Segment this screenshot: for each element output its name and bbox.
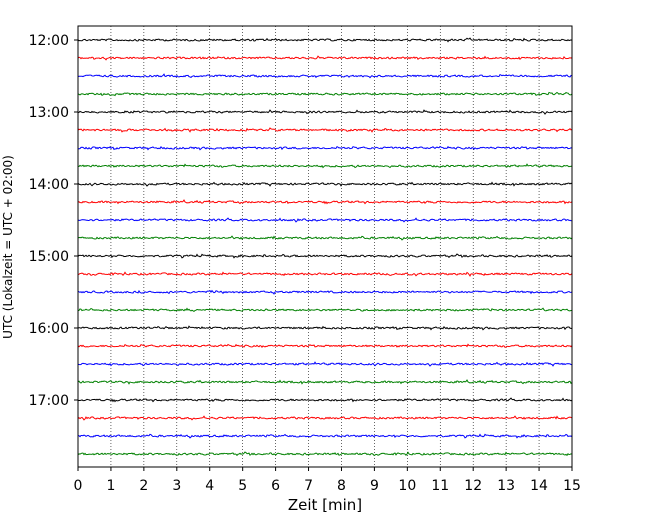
- trace-line: [77, 415, 573, 421]
- x-tick-label: 8: [337, 478, 346, 494]
- trace-line: [77, 325, 573, 331]
- y-tick-label: 17:00: [29, 393, 69, 409]
- x-tick-label: 7: [304, 478, 313, 494]
- trace-line: [77, 235, 573, 241]
- trace-line: [77, 181, 573, 187]
- trace-line: [77, 199, 573, 205]
- x-tick-label: 4: [205, 478, 214, 494]
- trace-line: [77, 289, 573, 295]
- trace-line: [77, 361, 573, 367]
- x-tick-label: 12: [464, 478, 482, 494]
- traces-group: [77, 37, 573, 457]
- y-axis-ticks: 12:00 13:00 14:00 15:00 16:00 17:00: [29, 33, 78, 409]
- y-tick-label: 15:00: [29, 249, 69, 265]
- trace-line: [77, 91, 573, 97]
- trace-line: [77, 271, 573, 277]
- x-tick-label: 6: [271, 478, 280, 494]
- trace-line: [77, 253, 573, 259]
- trace-line: [77, 433, 573, 439]
- trace-line: [77, 397, 573, 403]
- trace-line: [77, 379, 573, 385]
- trace-line: [77, 217, 573, 223]
- x-tick-label: 15: [563, 478, 581, 494]
- x-tick-label: 3: [172, 478, 181, 494]
- y-tick-label: 14:00: [29, 177, 69, 193]
- x-tick-label: 5: [238, 478, 247, 494]
- x-tick-label: 1: [106, 478, 115, 494]
- y-axis-label: UTC (Lokalzeit = UTC + 02:00): [1, 155, 15, 339]
- trace-line: [77, 109, 573, 115]
- x-tick-label: 9: [370, 478, 379, 494]
- x-tick-label: 11: [431, 478, 449, 494]
- x-axis-ticks: 0 1 2 3 4 5 6 7 8 9 10 11 12 13 14 15: [74, 467, 581, 494]
- trace-line: [77, 145, 573, 151]
- trace-line: [77, 73, 573, 79]
- trace-line: [77, 127, 573, 133]
- trace-line: [77, 343, 573, 348]
- trace-line: [77, 163, 573, 169]
- x-tick-label: 0: [74, 478, 83, 494]
- x-tick-label: 2: [139, 478, 148, 494]
- y-tick-label: 16:00: [29, 321, 69, 337]
- x-tick-label: 13: [497, 478, 515, 494]
- trace-line: [77, 451, 573, 457]
- trace-line: [77, 37, 573, 43]
- trace-line: [77, 307, 573, 313]
- x-axis-label: Zeit [min]: [288, 496, 362, 514]
- trace-line: [77, 55, 573, 61]
- y-tick-label: 12:00: [29, 33, 69, 49]
- x-tick-label: 14: [530, 478, 548, 494]
- plot-frame: [77, 25, 573, 468]
- x-tick-label: 10: [398, 478, 416, 494]
- y-tick-label: 13:00: [29, 105, 69, 121]
